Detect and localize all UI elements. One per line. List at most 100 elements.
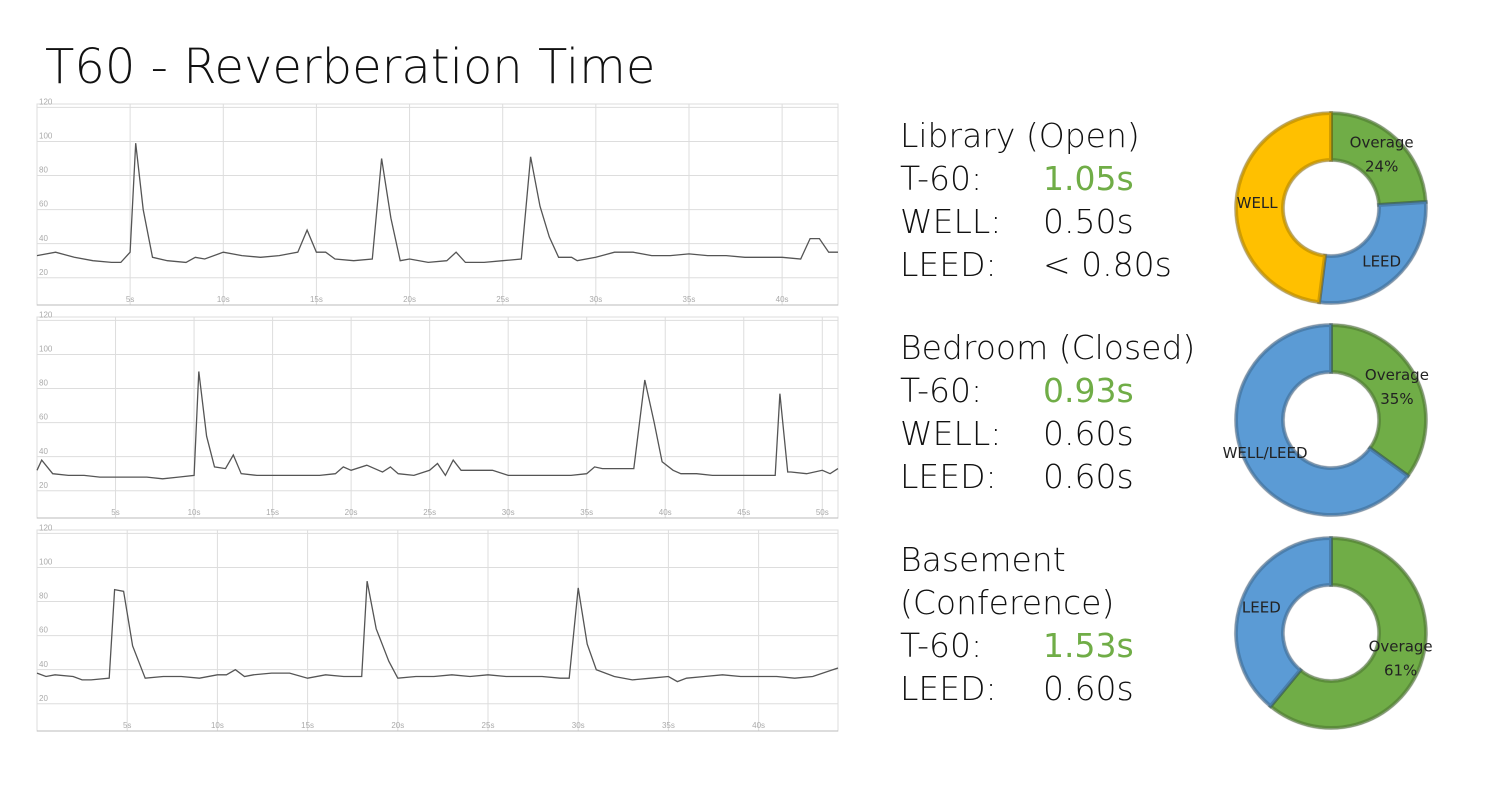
metric-label: T-60: (900, 159, 983, 198)
x-tick-label: 15s (301, 721, 314, 730)
x-tick-label: 5s (111, 508, 119, 517)
x-tick-label: 15s (266, 508, 279, 517)
segment-label: WELL (1237, 194, 1279, 212)
segment-label: Overage (1350, 134, 1414, 152)
x-tick-label: 25s (423, 508, 436, 517)
y-tick-label: 20 (39, 694, 48, 703)
y-tick-label: 40 (39, 660, 48, 669)
plot-frame (36, 103, 839, 306)
metric-value: 0.60s (1043, 669, 1134, 708)
x-tick-label: 50s (816, 508, 829, 517)
metric-value: 0.93s (1043, 371, 1134, 410)
y-tick-label: 20 (39, 481, 48, 490)
y-tick-label: 100 (39, 558, 53, 567)
x-tick-label: 35s (683, 295, 696, 304)
metric-label: LEED: (900, 669, 997, 708)
room-summary: Bedroom (Closed) T-60: 0.93s WELL: 0.60s LEED… (900, 326, 1200, 498)
x-tick-label: 5s (123, 721, 131, 730)
plot-frame (36, 316, 839, 519)
y-tick-label: 60 (39, 626, 48, 635)
line-series (36, 143, 838, 264)
donut-segment-face (1329, 322, 1428, 479)
room-name: Library (Open) (900, 116, 1140, 155)
x-tick-label: 35s (580, 508, 593, 517)
x-tick-label: 40s (659, 508, 672, 517)
metric-row: LEED: < 0.80s (900, 243, 1200, 286)
donut-segment-face (1267, 535, 1428, 730)
metric-value: 1.53s (1043, 626, 1134, 665)
x-tick-label: 30s (589, 295, 602, 304)
metric-label: LEED: (900, 457, 997, 496)
donut-segment-face (1234, 110, 1333, 305)
y-tick-label: 20 (39, 268, 48, 277)
y-tick-label: 60 (39, 200, 48, 209)
plot-frame (36, 529, 839, 732)
metric-label: WELL: (900, 414, 1002, 453)
metric-row: LEED: 0.60s (900, 667, 1200, 710)
room-name: Bedroom (Closed) (900, 328, 1196, 367)
x-tick-label: 45s (737, 508, 750, 517)
metric-row: WELL: 0.60s (900, 412, 1200, 455)
metric-row: T-60: 1.53s (900, 624, 1200, 667)
segment-label: LEED (1242, 598, 1281, 616)
metric-value: 0.60s (1043, 457, 1134, 496)
x-tick-label: 15s (310, 295, 323, 304)
donut-segment-face (1234, 322, 1411, 517)
metric-row: LEED: 0.60s (900, 455, 1200, 498)
metric-value: 1.05s (1043, 159, 1134, 198)
metric-row: T-60: 1.05s (900, 157, 1200, 200)
metric-label: T-60: (900, 626, 983, 665)
x-tick-label: 10s (188, 508, 201, 517)
x-tick-label: 25s (482, 721, 495, 730)
x-tick-label: 20s (391, 721, 404, 730)
x-tick-label: 30s (572, 721, 585, 730)
metric-label: WELL: (900, 202, 1002, 241)
segment-value-label: 24% (1365, 158, 1398, 176)
metric-label: LEED: (900, 245, 997, 284)
y-tick-label: 40 (39, 447, 48, 456)
segment-value-label: 35% (1380, 390, 1413, 408)
metric-value: 0.50s (1043, 202, 1134, 241)
metric-row: WELL: 0.50s (900, 200, 1200, 243)
metric-value: < 0.80s (1043, 245, 1172, 284)
segment-label: Overage (1369, 638, 1433, 656)
segment-label: WELL/LEED (1223, 444, 1308, 462)
room-name: Basement (Conference) (900, 540, 1115, 622)
y-tick-label: 120 (39, 311, 53, 320)
y-tick-label: 100 (39, 132, 53, 141)
x-tick-label: 20s (403, 295, 416, 304)
x-tick-label: 25s (496, 295, 509, 304)
metric-row: T-60: 0.93s (900, 369, 1200, 412)
donut-segment-face (1329, 110, 1428, 208)
metric-value: 0.60s (1043, 414, 1134, 453)
y-tick-label: 80 (39, 166, 48, 175)
y-tick-label: 60 (39, 413, 48, 422)
y-tick-label: 80 (39, 592, 48, 601)
slide-title: T60 - Reverberation Time (45, 39, 655, 95)
x-tick-label: 40s (776, 295, 789, 304)
line-series (36, 580, 839, 683)
segment-label: Overage (1365, 366, 1429, 384)
x-tick-label: 10s (217, 295, 230, 304)
room-summary: Basement (Conference) T-60: 1.53s LEED: 0.60… (900, 538, 1200, 710)
x-tick-label: 5s (126, 295, 134, 304)
segment-label: LEED (1362, 252, 1401, 270)
y-tick-label: 40 (39, 234, 48, 243)
donut-segment-face (1234, 535, 1333, 710)
donut-segment-face (1316, 199, 1428, 305)
metric-label: T-60: (900, 371, 983, 410)
line-series (36, 371, 839, 480)
room-summary: Library (Open) T-60: 1.05s WELL: 0.50s LEED: <… (900, 114, 1200, 286)
y-tick-label: 100 (39, 345, 53, 354)
y-tick-label: 120 (39, 524, 53, 533)
x-tick-label: 35s (662, 721, 675, 730)
y-tick-label: 80 (39, 379, 48, 388)
x-tick-label: 40s (752, 721, 765, 730)
x-tick-label: 10s (211, 721, 224, 730)
segment-value-label: 61% (1384, 662, 1417, 680)
x-tick-label: 20s (345, 508, 358, 517)
x-tick-label: 30s (502, 508, 515, 517)
y-tick-label: 120 (39, 98, 53, 107)
